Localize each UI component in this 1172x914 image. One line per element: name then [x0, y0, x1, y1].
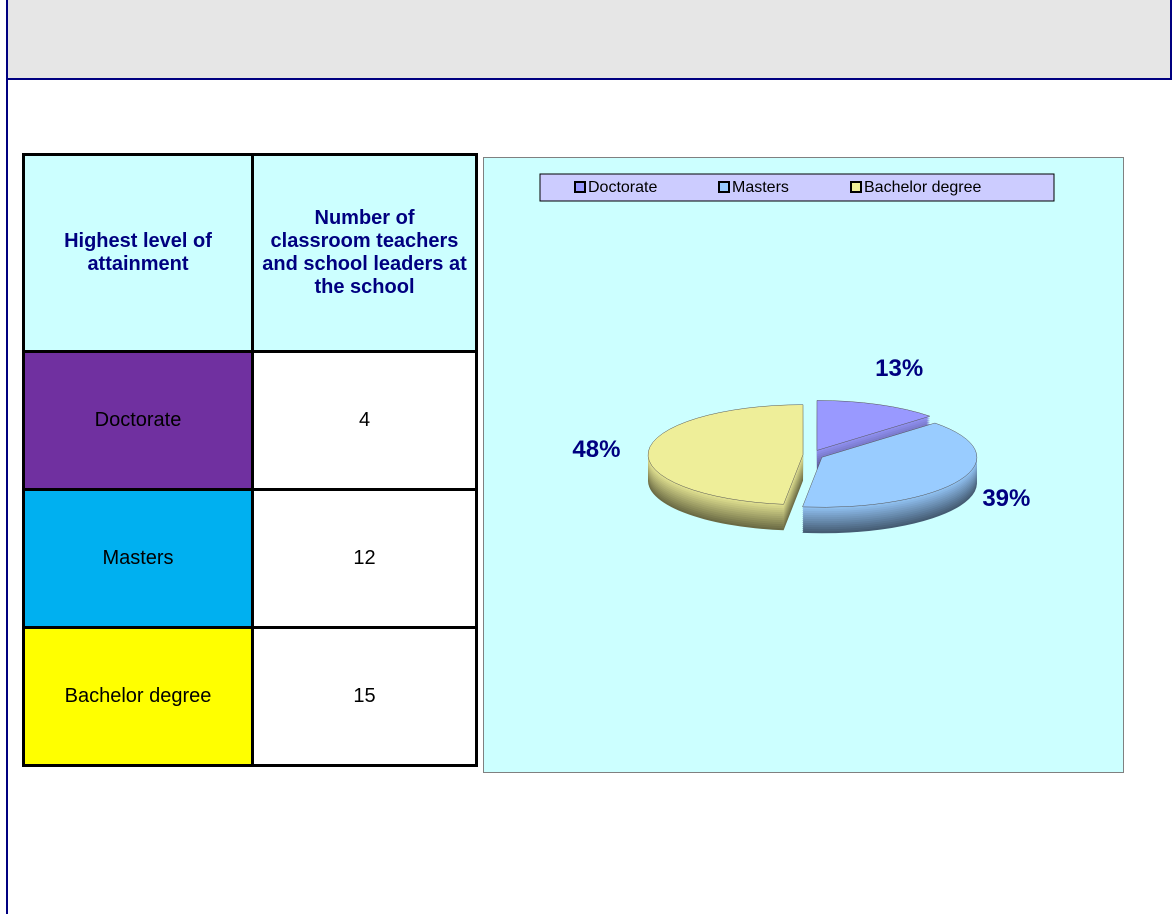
legend-swatch	[718, 181, 730, 193]
chart-area	[483, 157, 1124, 773]
pie-slice	[816, 400, 931, 451]
header-band	[6, 0, 1172, 80]
level-cell: Masters	[22, 488, 254, 629]
data-label: 39%	[982, 485, 1030, 512]
legend-swatch	[574, 181, 586, 193]
header-cell: Highest level of attainment	[22, 153, 254, 353]
chart: Doctorate Masters Bachelor degree 13% 39% 48%	[483, 157, 1124, 773]
legend-box	[539, 173, 1055, 202]
count-cell: 4	[251, 350, 478, 491]
count-cell: 15	[251, 626, 478, 767]
count-cell: 12	[251, 488, 478, 629]
data-label: 13%	[875, 355, 923, 382]
legend-label: Masters	[732, 179, 789, 196]
legend-label: Bachelor degree	[864, 179, 982, 196]
attainment-table: Highest level of attainment Number of cl…	[22, 153, 478, 767]
legend-label: Doctorate	[588, 179, 657, 196]
frame-line	[6, 78, 8, 914]
pie-slice	[802, 422, 978, 508]
legend-swatch	[850, 181, 862, 193]
header-cell: Number of classroom teachers and school …	[251, 153, 478, 353]
level-cell: Doctorate	[22, 350, 254, 491]
pie-slice	[647, 404, 804, 505]
data-label: 48%	[572, 436, 620, 463]
level-cell: Bachelor degree	[22, 626, 254, 767]
